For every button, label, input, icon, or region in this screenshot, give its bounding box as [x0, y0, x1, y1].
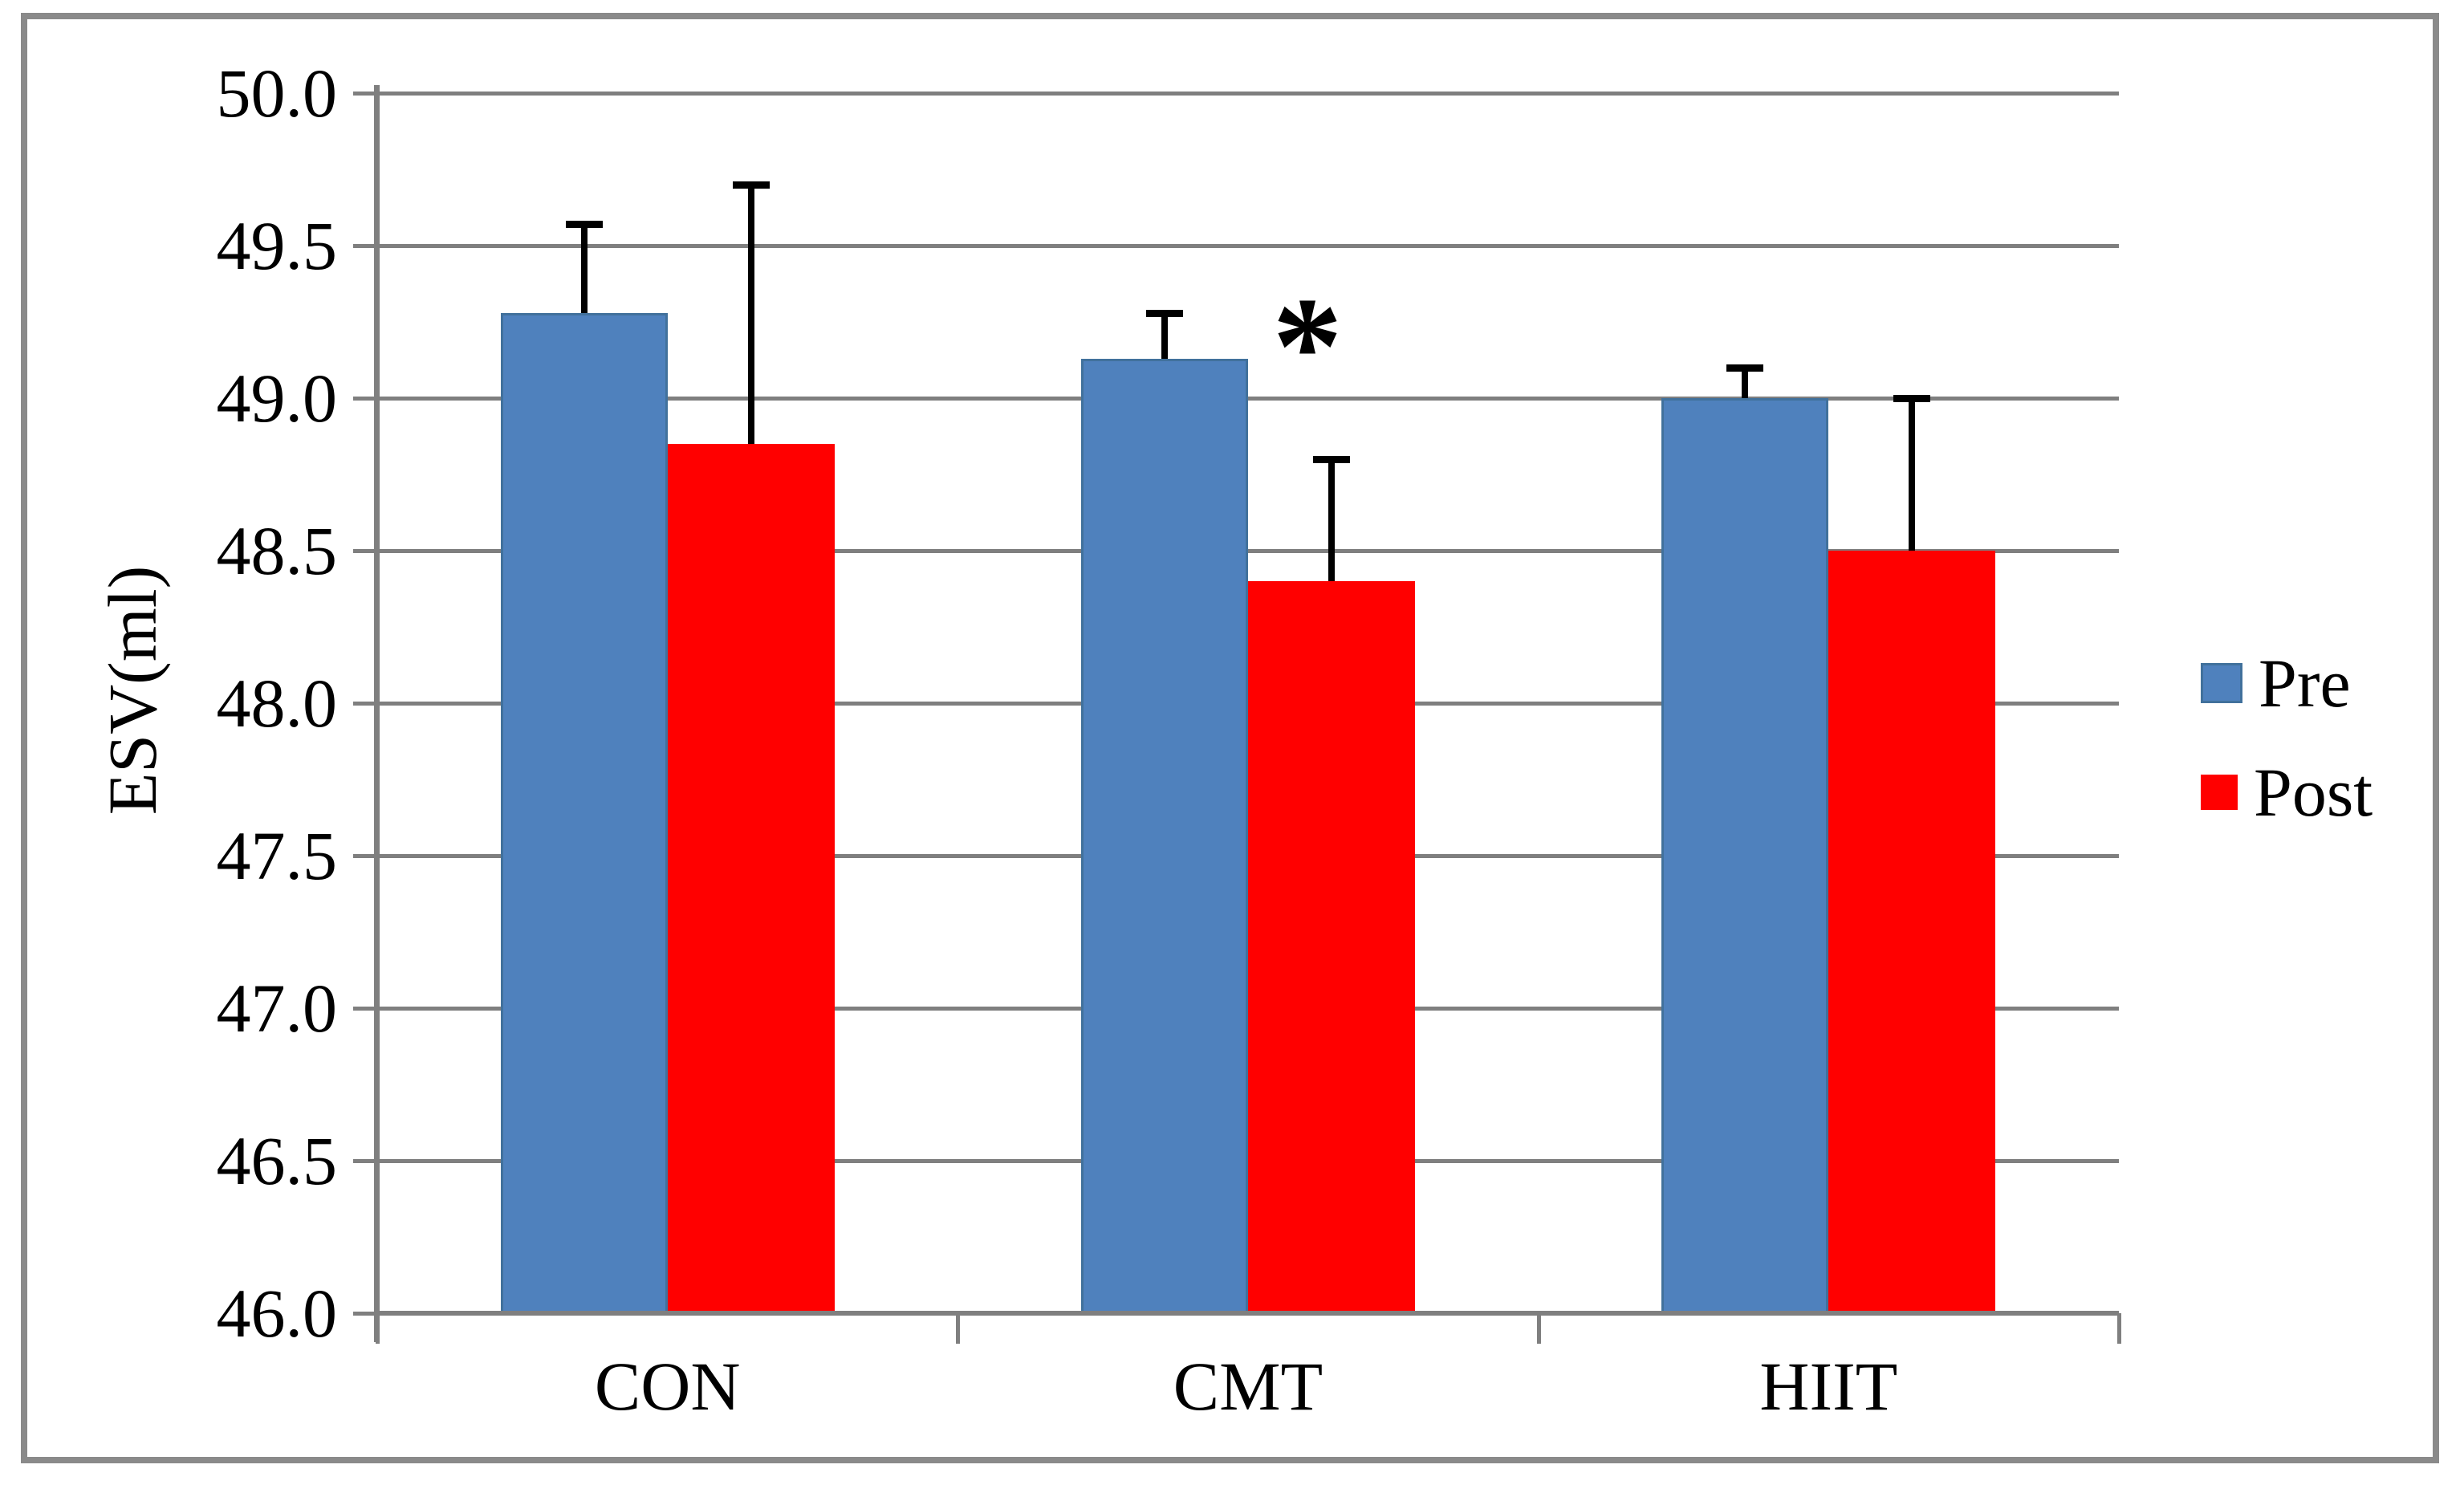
x-axis-boundary-tick [1536, 1313, 1541, 1344]
x-axis-label-con: CON [594, 1348, 741, 1425]
y-axis-line [374, 85, 380, 1342]
y-tick-label-48.0: 48.0 [216, 665, 338, 742]
legend-item-post: Post [2201, 758, 2373, 827]
figure-border [21, 13, 2439, 1463]
x-axis-label-hiit: HIIT [1759, 1348, 1898, 1425]
error-bar-post-con [747, 185, 754, 444]
gridline-49.0 [377, 397, 2119, 401]
error-cap-post-con [732, 181, 770, 189]
error-cap-post-cmt [1313, 456, 1350, 463]
gridline-50.0 [377, 92, 2119, 96]
legend-label-post: Post [2254, 754, 2373, 831]
y-tick-label-46.0: 46.0 [216, 1275, 338, 1352]
x-axis-label-cmt: CMT [1173, 1348, 1323, 1425]
bar-post-hiit [1828, 551, 1996, 1313]
error-bar-post-hiit [1909, 398, 1916, 551]
x-axis-line [377, 1311, 2119, 1316]
legend-swatch-post-icon [2201, 775, 2238, 810]
bar-post-cmt [1248, 581, 1415, 1313]
legend-label-pre: Pre [2259, 645, 2351, 722]
bar-pre-con [500, 312, 668, 1313]
legend-swatch-pre-icon [2201, 663, 2242, 703]
y-tick-label-49.0: 49.0 [216, 360, 338, 437]
legend-item-pre: Pre [2201, 649, 2351, 718]
error-bar-pre-hiit [1742, 368, 1749, 398]
bar-post-con [667, 444, 835, 1313]
y-tick-label-47.0: 47.0 [216, 970, 338, 1047]
y-tick-label-49.5: 49.5 [216, 207, 338, 284]
error-bar-post-cmt [1328, 459, 1335, 581]
error-bar-pre-cmt [1161, 312, 1168, 359]
error-cap-pre-hiit [1726, 364, 1764, 372]
significance-asterisk: * [1272, 268, 1343, 424]
gridline-48.5 [377, 549, 2119, 553]
y-tick-label-46.5: 46.5 [216, 1122, 338, 1199]
bar-pre-hiit [1661, 398, 1829, 1313]
x-axis-boundary-tick [2117, 1313, 2121, 1344]
x-axis-boundary-tick [956, 1313, 961, 1344]
error-cap-pre-con [565, 221, 603, 229]
bar-pre-cmt [1081, 358, 1248, 1313]
y-tick-label-47.5: 47.5 [216, 817, 338, 894]
error-bar-pre-con [580, 224, 588, 313]
error-cap-post-hiit [1893, 395, 1931, 402]
error-cap-pre-cmt [1146, 309, 1183, 317]
y-tick-label-50.0: 50.0 [216, 55, 338, 132]
gridline-49.5 [377, 244, 2119, 248]
y-tick-label-48.5: 48.5 [216, 512, 338, 589]
